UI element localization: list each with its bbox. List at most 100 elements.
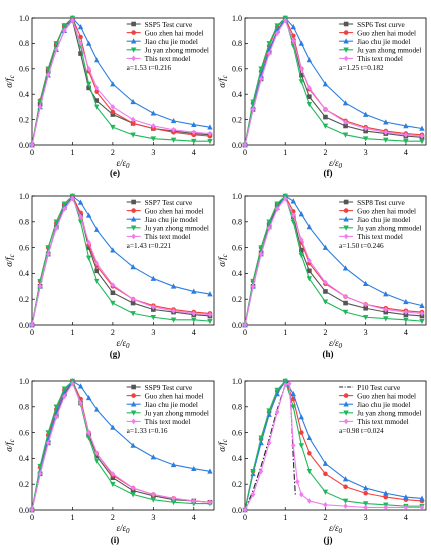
data-point [130, 264, 136, 270]
legend-swatch-marker [343, 199, 349, 205]
legend-entry: Jiao chu jie model [357, 37, 410, 46]
data-point [207, 291, 213, 297]
legend-swatch-marker [131, 233, 136, 240]
x-tick-label: 2 [323, 148, 327, 157]
legend-swatch-marker [343, 21, 349, 27]
data-point [282, 195, 288, 202]
y-tick-label: 0.6 [19, 428, 29, 437]
fit-parameters-annotation: a=0.98 t=0.024 [339, 426, 384, 435]
data-point [110, 290, 116, 296]
data-point [282, 378, 288, 384]
data-point [78, 34, 83, 40]
y-tick-label: 0.8 [19, 218, 29, 227]
y-tick-label: 1.0 [232, 192, 242, 201]
data-point [306, 224, 313, 230]
y-axis-label: σ/fc [4, 253, 16, 266]
data-point [403, 298, 409, 305]
data-point [170, 137, 177, 143]
y-tick-label: 0.4 [232, 454, 242, 463]
data-point [323, 279, 328, 286]
data-point [403, 494, 409, 500]
data-point [77, 43, 84, 49]
y-tick-label: 1.0 [232, 14, 242, 23]
panel-label: (g) [110, 349, 121, 359]
data-point [403, 504, 409, 511]
data-point [94, 458, 100, 464]
data-point [61, 386, 68, 392]
chart-panel-4: 0.0 0.2 0.4 0.6 0.8 1.0 0 1 2 3 4 σ/fc ε/ε0(h) SSP8 T… [217, 192, 427, 359]
data-point [70, 380, 75, 387]
data-point [207, 318, 213, 325]
data-point [274, 409, 280, 415]
data-point [94, 226, 100, 232]
x-axis-label: ε/ε0 [329, 158, 343, 170]
data-point [171, 495, 176, 502]
legend-swatch-marker [343, 225, 349, 231]
data-point [45, 251, 51, 257]
data-point [286, 380, 292, 387]
legend-swatch-marker [131, 393, 136, 398]
data-point [151, 491, 156, 498]
data-point [207, 138, 213, 145]
data-point [342, 132, 349, 138]
data-point [266, 41, 272, 47]
data-point [94, 406, 100, 412]
legend-entry: SSP9 Test curve [145, 383, 193, 392]
legend-swatch-marker [343, 30, 349, 35]
data-point [290, 198, 296, 204]
chart-panel-6: 0.0 0.2 0.4 0.6 0.8 1.0 0 1 2 3 4 σ/fc ε/ε0(j) P10 Te… [217, 377, 427, 545]
data-point [150, 136, 157, 142]
data-point [191, 121, 197, 127]
legend-entry: SSP7 Test curve [145, 198, 193, 207]
data-point [299, 72, 304, 78]
data-point [362, 485, 369, 491]
data-point [266, 440, 272, 446]
data-point [383, 306, 389, 313]
legend-entry: This text model [145, 417, 191, 426]
data-point [94, 98, 100, 103]
data-point [207, 124, 213, 130]
data-point [191, 498, 197, 504]
legend-entry: Jiao chu jie model [145, 37, 198, 46]
legend-swatch-marker [131, 384, 136, 390]
x-tick-label: 2 [111, 148, 115, 157]
data-point [299, 491, 304, 498]
x-axis-label: ε/ε0 [116, 338, 130, 350]
data-point [383, 490, 389, 496]
data-point [78, 400, 83, 406]
data-point [362, 136, 369, 142]
legend-entry: Ju yan zhong mmodel [145, 409, 209, 418]
y-tick-label: 0.0 [232, 141, 242, 150]
x-tick-label: 0 [30, 328, 34, 337]
data-point [298, 253, 305, 259]
y-axis-label: σ/fc [4, 74, 16, 87]
x-tick-label: 4 [192, 513, 196, 522]
data-point [207, 130, 213, 137]
data-point [85, 81, 92, 87]
data-point [306, 102, 313, 108]
data-point [151, 123, 156, 129]
data-point [290, 404, 296, 410]
plot-frame [244, 17, 427, 146]
x-tick-label: 4 [192, 148, 196, 157]
data-point [363, 305, 368, 311]
legend-entry: Guo zhen hai model [357, 391, 416, 400]
x-tick-label: 4 [192, 328, 196, 337]
legend-swatch-marker [343, 233, 349, 240]
data-point [274, 206, 280, 212]
plot-frame [31, 380, 215, 511]
x-tick-label: 3 [364, 513, 368, 522]
data-point [77, 23, 84, 30]
y-tick-label: 0.2 [19, 480, 29, 489]
legend-entry: This text model [357, 232, 403, 241]
data-point [150, 110, 157, 116]
data-point [343, 503, 348, 509]
data-point [110, 81, 116, 87]
data-point [130, 116, 136, 123]
legend-swatch-marker [131, 21, 136, 27]
data-point [242, 322, 248, 328]
data-point [266, 408, 272, 414]
legend-entry: This text model [357, 54, 403, 63]
data-point [250, 469, 256, 475]
